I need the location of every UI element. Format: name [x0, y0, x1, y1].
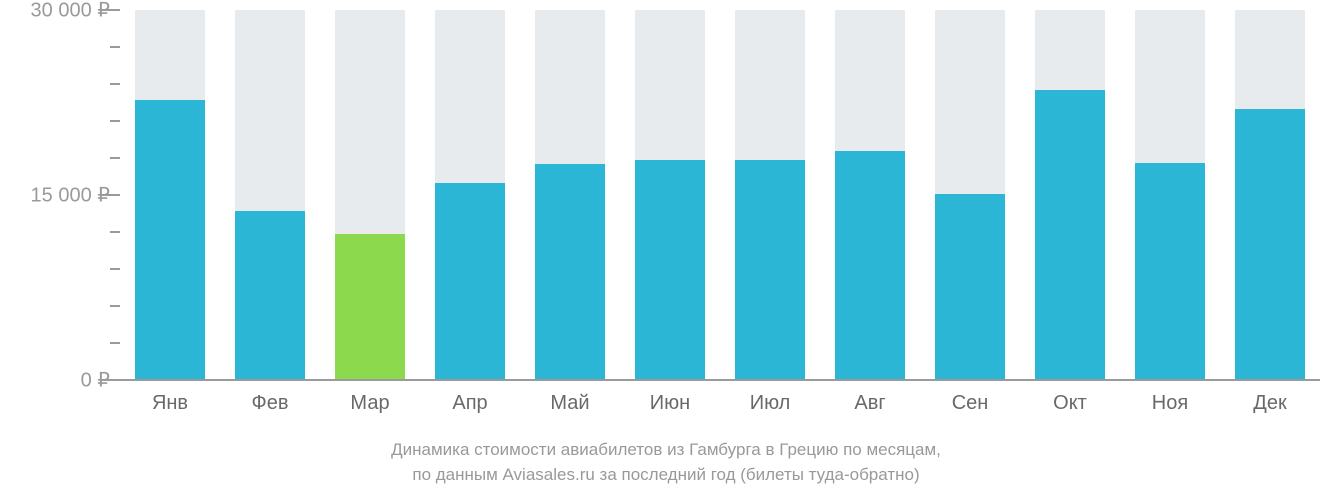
y-tick-label: 15 000 ₽: [31, 183, 110, 208]
bar: [635, 160, 705, 380]
y-tick-mark: [110, 46, 120, 48]
y-tick-mark: [110, 268, 120, 270]
bar-slot: [635, 10, 705, 380]
bar-slot: [1235, 10, 1305, 380]
bar-slot: [735, 10, 805, 380]
x-tick-label: Апр: [452, 392, 487, 415]
caption-line-1: Динамика стоимости авиабилетов из Гамбур…: [0, 438, 1332, 463]
price-by-month-chart: 0 ₽15 000 ₽30 000 ₽ ЯнвФевМарАпрМайИюнИю…: [0, 0, 1332, 502]
bar: [935, 194, 1005, 380]
plot-area: [120, 10, 1320, 380]
bar: [835, 151, 905, 380]
y-tick-mark: [110, 157, 120, 159]
y-tick-label: 30 000 ₽: [31, 0, 110, 23]
bar: [135, 100, 205, 380]
x-tick-label: Дек: [1253, 392, 1286, 415]
bar-slot: [135, 10, 205, 380]
x-axis-baseline: [102, 379, 1320, 381]
x-tick-label: Сен: [952, 392, 989, 415]
y-tick-mark: [110, 305, 120, 307]
y-tick-mark: [102, 9, 120, 11]
x-tick-label: Ноя: [1152, 392, 1188, 415]
x-tick-label: Июн: [650, 392, 690, 415]
bar-slot: [835, 10, 905, 380]
caption-line-2: по данным Aviasales.ru за последний год …: [0, 463, 1332, 488]
chart-caption: Динамика стоимости авиабилетов из Гамбур…: [0, 438, 1332, 487]
bar: [1235, 109, 1305, 380]
y-tick-mark: [110, 83, 120, 85]
bar-slot: [535, 10, 605, 380]
bar-slot: [335, 10, 405, 380]
x-tick-label: Янв: [152, 392, 188, 415]
bar: [1035, 90, 1105, 380]
bar: [335, 234, 405, 380]
bars-container: [120, 10, 1320, 380]
x-tick-label: Фев: [252, 392, 289, 415]
bar: [535, 164, 605, 380]
bar-slot: [1135, 10, 1205, 380]
y-tick-mark: [102, 194, 120, 196]
bar-slot: [935, 10, 1005, 380]
y-tick-mark: [110, 120, 120, 122]
bar-slot: [435, 10, 505, 380]
bar: [435, 183, 505, 380]
x-tick-label: Окт: [1053, 392, 1087, 415]
bar: [1135, 163, 1205, 380]
y-tick-mark: [110, 231, 120, 233]
x-tick-label: Июл: [750, 392, 791, 415]
bar: [235, 211, 305, 380]
y-tick-mark: [110, 342, 120, 344]
x-tick-label: Май: [550, 392, 589, 415]
x-tick-label: Мар: [350, 392, 389, 415]
bar-slot: [235, 10, 305, 380]
bar: [735, 160, 805, 380]
bar-slot: [1035, 10, 1105, 380]
x-tick-label: Авг: [854, 392, 885, 415]
